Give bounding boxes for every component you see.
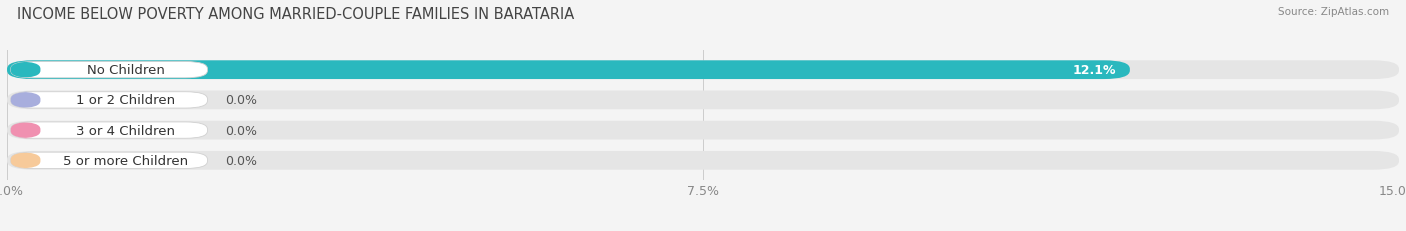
FancyBboxPatch shape: [7, 61, 1399, 80]
Text: 0.0%: 0.0%: [225, 124, 257, 137]
Text: INCOME BELOW POVERTY AMONG MARRIED-COUPLE FAMILIES IN BARATARIA: INCOME BELOW POVERTY AMONG MARRIED-COUPL…: [17, 7, 574, 22]
Text: 3 or 4 Children: 3 or 4 Children: [76, 124, 176, 137]
Text: Source: ZipAtlas.com: Source: ZipAtlas.com: [1278, 7, 1389, 17]
FancyBboxPatch shape: [11, 152, 208, 169]
FancyBboxPatch shape: [7, 121, 1399, 140]
Text: 0.0%: 0.0%: [225, 94, 257, 107]
FancyBboxPatch shape: [11, 92, 208, 109]
FancyBboxPatch shape: [11, 152, 41, 169]
Text: No Children: No Children: [87, 64, 165, 77]
FancyBboxPatch shape: [11, 92, 41, 109]
Text: 0.0%: 0.0%: [225, 154, 257, 167]
FancyBboxPatch shape: [11, 62, 208, 79]
Text: 1 or 2 Children: 1 or 2 Children: [76, 94, 176, 107]
Text: 5 or more Children: 5 or more Children: [63, 154, 188, 167]
FancyBboxPatch shape: [7, 61, 1130, 80]
FancyBboxPatch shape: [7, 91, 1399, 110]
FancyBboxPatch shape: [11, 122, 41, 139]
FancyBboxPatch shape: [11, 62, 41, 79]
Text: 12.1%: 12.1%: [1073, 64, 1116, 77]
FancyBboxPatch shape: [11, 122, 208, 139]
FancyBboxPatch shape: [7, 151, 1399, 170]
